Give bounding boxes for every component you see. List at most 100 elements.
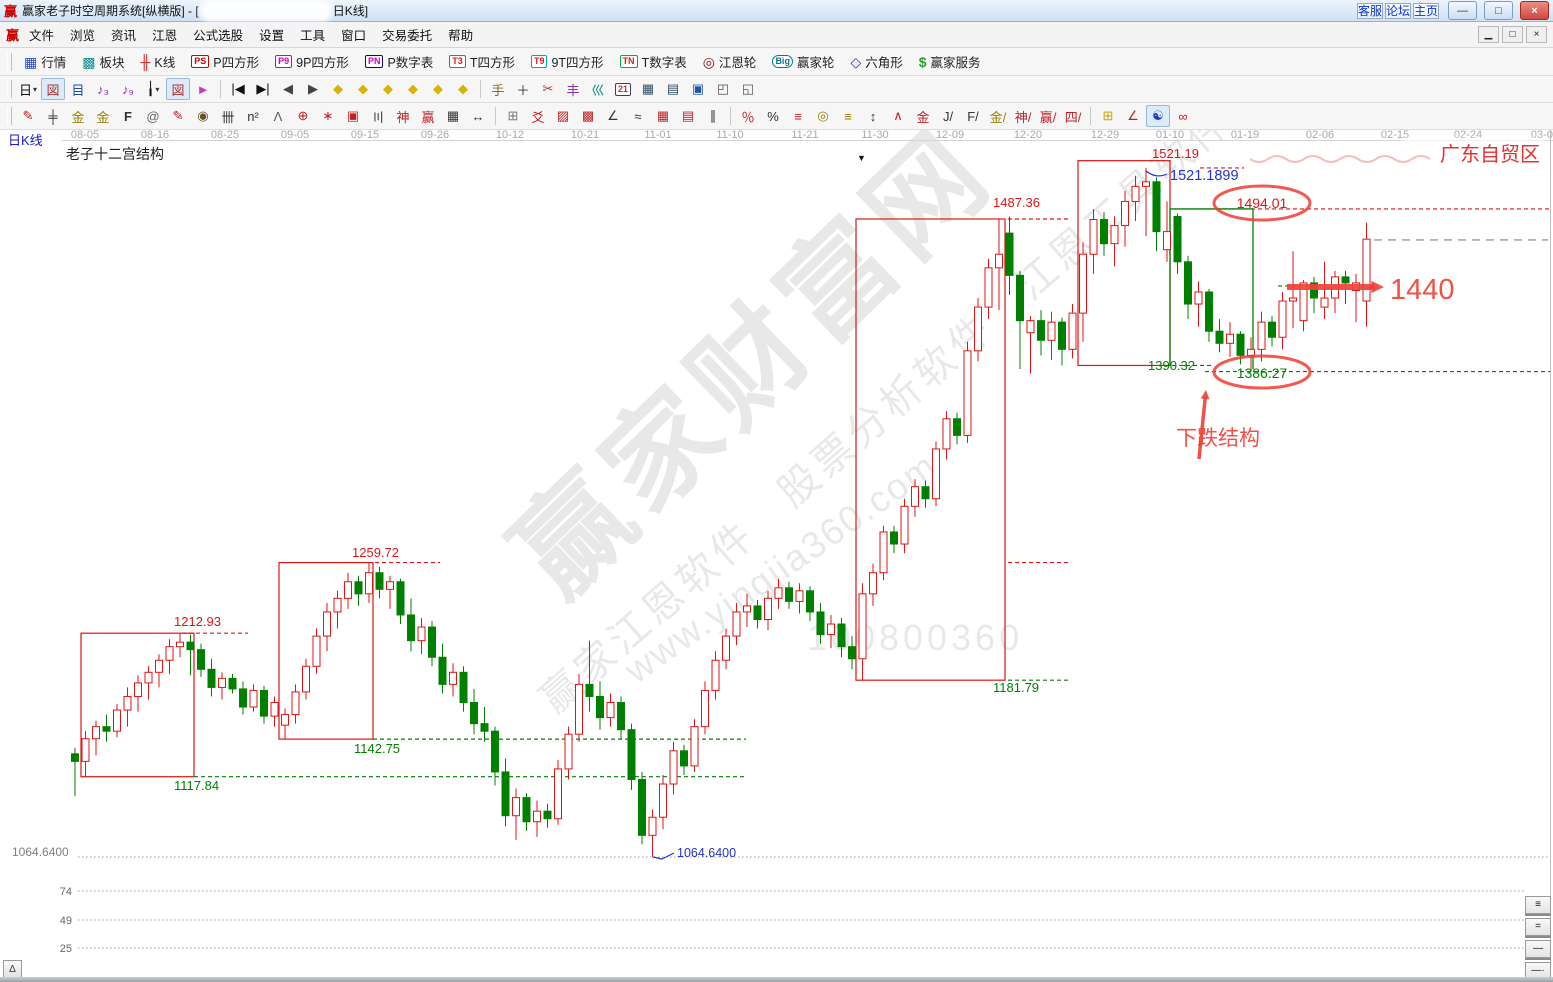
toolbar-button-kline[interactable]: ╫ K线 [134,51,183,73]
tool-flag-colored[interactable]: ► [191,78,215,100]
homepage-button[interactable]: 主页 [1412,2,1439,19]
tool-diamond-vertical[interactable]: ◆ [401,78,425,100]
toolbar-button-sectors[interactable]: ▩ 板块 [75,51,131,73]
tool-period-day[interactable]: 日 ▾ [16,78,40,100]
pane-split-2[interactable]: = [1525,918,1551,936]
toolbar-button-t-square[interactable]: T3 T四方形 [442,51,522,73]
tool-report[interactable]: ▤ [661,78,685,100]
tool-spiral[interactable]: @ [141,105,165,127]
child-close-button[interactable]: × [1526,26,1547,43]
tool-shen-angle[interactable]: 神/ [1011,105,1035,127]
menu-item-0[interactable]: 文件 [29,29,55,43]
menu-item-4[interactable]: 公式选股 [193,29,244,43]
delta-button[interactable]: Δ [3,960,22,978]
menu-item-8[interactable]: 交易委托 [382,29,433,43]
tool-wave-line[interactable]: ≈ [626,105,650,127]
tool-ying-angle[interactable]: 赢/ [1036,105,1060,127]
tool-parallel-lines[interactable]: ∥ [701,105,725,127]
tool-percent-red[interactable]: ％ [736,105,760,127]
tool-printer[interactable]: ◱ [736,78,760,100]
tool-star-red[interactable]: ∗ [316,105,340,127]
child-minimize-button[interactable]: ▁ [1478,26,1499,43]
tool-region-box[interactable]: 図 [41,78,65,100]
tool-grid-h[interactable]: ╪ [41,105,65,127]
tool-diamond-right[interactable]: ◆ [351,78,375,100]
tool-calendar[interactable]: 21 [611,78,635,100]
tool-percent-lines[interactable]: ≡ [786,105,810,127]
toolbar-button-p-number-table[interactable]: PN P数字表 [358,51,440,73]
tool-computer[interactable]: ◰ [711,78,735,100]
tool-wave-9[interactable]: ♪₉ [116,78,140,100]
tool-j-angle[interactable]: J/ [936,105,960,127]
customer-service-button[interactable]: 客服 [1356,2,1383,19]
tool-infinity[interactable]: ∞ [1171,105,1195,127]
tool-gold-angle-red[interactable]: 金 [911,105,935,127]
tool-structure-box[interactable]: 図 [166,78,190,100]
pane-split-3[interactable]: ≡ [1525,896,1551,914]
tool-gold-grid-1[interactable]: 金 [66,105,90,127]
toolbar-button-9t-square[interactable]: T9 9T四方形 [524,51,611,73]
minimize-button[interactable]: — [1448,1,1477,20]
tool-fan-lines[interactable]: 爻 [526,105,550,127]
tool-shaded-box-2[interactable]: ▩ [576,105,600,127]
toolbar-button-quotes[interactable]: ▦ 行情 [17,51,73,73]
tool-yellow-grid[interactable]: ⊞ [1096,105,1120,127]
toolbar-button-hexagon[interactable]: ◇ 六角形 [843,51,909,73]
tool-pen-vertical[interactable]: ↕ [861,105,885,127]
tool-cycle-wave[interactable]: 巛 [586,78,610,100]
tool-step-forward[interactable]: ▶ [301,78,325,100]
tool-ying-tool[interactable]: 赢 [416,105,440,127]
tool-width-measure[interactable]: ↔ [466,105,490,127]
tool-si-angle[interactable]: 四/ [1061,105,1085,127]
menu-item-1[interactable]: 浏览 [70,29,96,43]
tool-red-rows[interactable]: ▤ [676,105,700,127]
toolbar-button-p-square[interactable]: PS P四方形 [184,51,266,73]
tool-gann-circle[interactable]: ◉ [191,105,215,127]
tool-scissors[interactable]: ✂ [536,78,560,100]
toolbar-button-winner-service[interactable]: $ 赢家服务 [912,51,988,73]
restore-button[interactable]: □ [1484,1,1513,20]
toolbar-button-t-number-table[interactable]: TN T数字表 [613,51,694,73]
tool-info-panel[interactable]: 目 [66,78,90,100]
tool-diamond-star[interactable]: ◆ [426,78,450,100]
toolbar-button-9p-square[interactable]: P9 9P四方形 [268,51,356,73]
tool-grid-123[interactable]: ▦ [441,105,465,127]
tool-jump-first[interactable]: |◀ [226,78,250,100]
tool-grid-dense[interactable]: 卌 [216,105,240,127]
menu-item-9[interactable]: 帮助 [448,29,474,43]
toolbar-button-winner-wheel[interactable]: Big 赢家轮 [765,51,841,73]
menu-item-3[interactable]: 江恩 [152,29,178,43]
tool-pan-hand[interactable]: 手 [486,78,510,100]
tool-jump-last[interactable]: ▶| [251,78,275,100]
tool-draw-pen-2[interactable]: ✎ [166,105,190,127]
menu-item-6[interactable]: 工具 [300,29,326,43]
menu-item-2[interactable]: 资讯 [111,29,137,43]
close-button[interactable]: × [1520,1,1549,20]
tool-wave-3[interactable]: ♪₃ [91,78,115,100]
tool-angle-pen[interactable]: Λ [266,105,290,127]
tool-pillars[interactable]: 〣 [366,105,390,127]
tool-shaded-box-1[interactable]: ▨ [551,105,575,127]
menu-item-5[interactable]: 设置 [259,29,285,43]
tool-diamond-grid[interactable]: ◆ [451,78,475,100]
tool-draw-pen[interactable]: ✎ [16,105,40,127]
tool-target-red[interactable]: ⊕ [291,105,315,127]
child-restore-button[interactable]: □ [1502,26,1523,43]
pane-split-1[interactable]: — [1525,940,1551,958]
tool-step-back[interactable]: ◀ [276,78,300,100]
tool-calculator[interactable]: ▦ [636,78,660,100]
tool-red-grid[interactable]: ▦ [651,105,675,127]
tool-f-angle[interactable]: F/ [961,105,985,127]
toolbar-button-gann-wheel[interactable]: ◎ 江恩轮 [696,51,764,73]
tool-candle-style[interactable]: ╽ ▾ [141,78,165,100]
menu-item-7[interactable]: 窗口 [341,29,367,43]
tool-box-tool[interactable]: ⊞ [501,105,525,127]
tool-angle-line[interactable]: ∠ [601,105,625,127]
forum-button[interactable]: 论坛 [1384,2,1411,19]
tool-gold-angle[interactable]: 金/ [986,105,1010,127]
tool-diamond-horizontal[interactable]: ◆ [376,78,400,100]
tool-zigzag-red[interactable]: ∧ [886,105,910,127]
tool-gann-purple[interactable]: 丰 [561,78,585,100]
